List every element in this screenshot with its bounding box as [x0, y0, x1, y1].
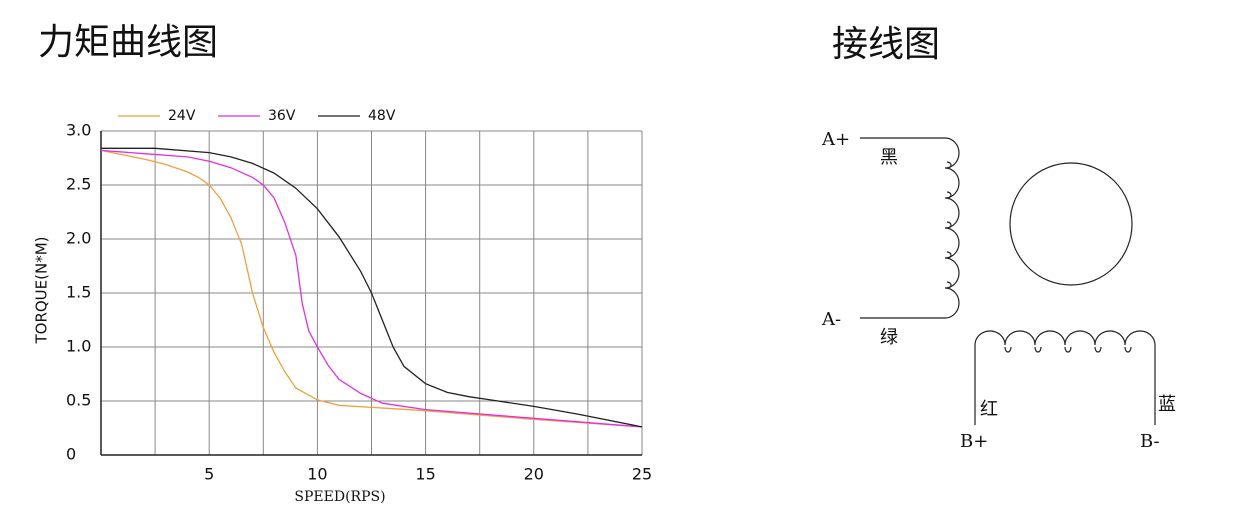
- y-tick-label: 2.5: [66, 175, 91, 194]
- x-tick-label: 10: [307, 465, 327, 484]
- y-tick-label: 0: [66, 445, 76, 464]
- legend-label: 48V: [368, 108, 396, 124]
- series-line: [100, 149, 643, 428]
- wiring-diagram: A+ A- 黑 绿 红 蓝 B+ B-: [821, 129, 1176, 452]
- series-line: [100, 149, 643, 428]
- wire-label: B-: [1140, 431, 1160, 452]
- wire-label: A-: [821, 309, 841, 330]
- y-tick-label: 0.5: [66, 391, 91, 410]
- rotor: [1009, 162, 1133, 286]
- legend-label: 24V: [168, 108, 196, 124]
- coil-a: [860, 137, 960, 319]
- y-axis-label: TORQUE(N*M): [33, 236, 51, 344]
- wire-color: 蓝: [1158, 394, 1176, 415]
- wire-color: 绿: [880, 327, 898, 348]
- x-tick-label: 25: [632, 465, 652, 484]
- y-tick-label: 3.0: [66, 121, 91, 140]
- coil-b: [974, 330, 1156, 425]
- wire-color: 红: [980, 399, 998, 420]
- y-tick-label: 2.0: [66, 229, 91, 248]
- series-line: [101, 147, 643, 428]
- x-axis-label: SPEED(RPS): [294, 489, 385, 505]
- coil-a-loops: [946, 161, 952, 289]
- x-tick-label: 15: [415, 465, 435, 484]
- coil-b-loops: [1004, 346, 1132, 353]
- wire-color: 黑: [880, 147, 898, 168]
- wiring-title: 接线图: [832, 24, 940, 65]
- y-tick-label: 1.5: [66, 283, 91, 302]
- wire-label: A+: [821, 129, 850, 150]
- wire-label: B+: [960, 431, 988, 452]
- y-tick-label: 1.0: [66, 337, 91, 356]
- chart-title: 力矩曲线图: [38, 22, 218, 63]
- x-tick-label: 5: [204, 465, 214, 484]
- legend-label: 36V: [268, 108, 296, 124]
- x-tick-label: 20: [524, 465, 544, 484]
